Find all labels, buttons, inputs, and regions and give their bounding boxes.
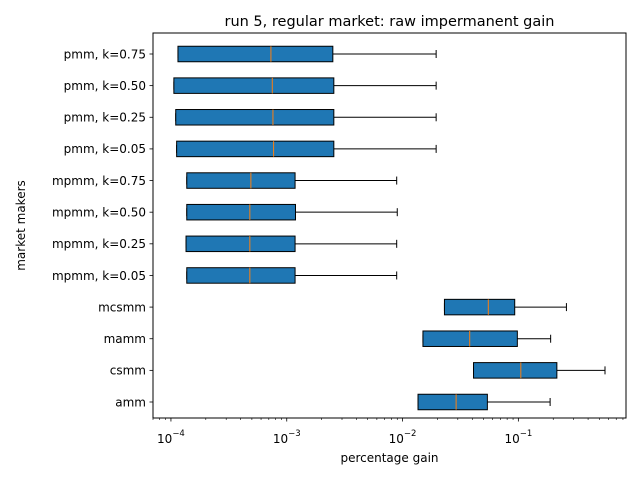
box-iqr — [186, 267, 296, 284]
box-pmm-k-0-25 — [175, 109, 437, 126]
y-axis: amm csmm mamm mcsmm mpmm, k=0.05 mpmm, k=0.25… — [52, 47, 153, 409]
y-tick-label: mamm — [104, 332, 146, 346]
y-axis-label: market makers — [14, 180, 28, 271]
box-csmm — [473, 362, 606, 379]
box-mpmm-k-0-05 — [186, 267, 398, 284]
box-iqr — [185, 235, 296, 253]
x-axis-label: percentage gain — [340, 451, 438, 465]
x-tick-label: 10−1 — [504, 429, 532, 446]
box-iqr — [417, 393, 488, 411]
box-iqr — [175, 109, 335, 126]
box-mamm — [422, 330, 552, 347]
box-iqr — [186, 172, 296, 189]
y-tick-label: mpmm, k=0.50 — [52, 205, 146, 219]
box-mpmm-k-0-25 — [185, 235, 398, 253]
box-iqr — [173, 77, 335, 94]
plot-frame — [152, 32, 627, 419]
y-tick-label: mcsmm — [98, 300, 146, 314]
box-mpmm-k-0-50 — [186, 203, 398, 221]
y-tick-label: amm — [115, 395, 146, 409]
box-pmm-k-0-75 — [177, 45, 437, 63]
x-tick-label: 10−3 — [273, 429, 301, 446]
box-iqr — [177, 45, 334, 63]
box-pmm-k-0-05 — [176, 140, 437, 158]
y-tick-label: pmm, k=0.05 — [64, 142, 146, 156]
chart-title: run 5, regular market: raw impermanent g… — [224, 14, 554, 30]
x-tick-label: 10−2 — [389, 429, 417, 446]
box-iqr — [443, 298, 516, 316]
y-tick-label: mpmm, k=0.25 — [52, 237, 146, 251]
y-tick-label: pmm, k=0.25 — [64, 111, 146, 125]
x-axis: 10−4 10−3 10−2 10−1 — [157, 418, 532, 446]
box-group — [173, 45, 606, 411]
box-pmm-k-0-50 — [173, 77, 437, 94]
box-amm — [417, 393, 551, 411]
box-iqr — [186, 203, 296, 221]
box-mcsmm — [443, 298, 567, 316]
box-iqr — [176, 140, 335, 158]
box-mpmm-k-0-75 — [186, 172, 398, 189]
y-tick-label: pmm, k=0.50 — [64, 79, 146, 93]
y-tick-label: csmm — [110, 364, 146, 378]
y-tick-label: pmm, k=0.75 — [64, 47, 146, 61]
y-tick-label: mpmm, k=0.05 — [52, 269, 146, 283]
box-iqr — [473, 362, 558, 379]
x-tick-label: 10−4 — [157, 429, 185, 446]
y-tick-label: mpmm, k=0.75 — [52, 174, 146, 188]
